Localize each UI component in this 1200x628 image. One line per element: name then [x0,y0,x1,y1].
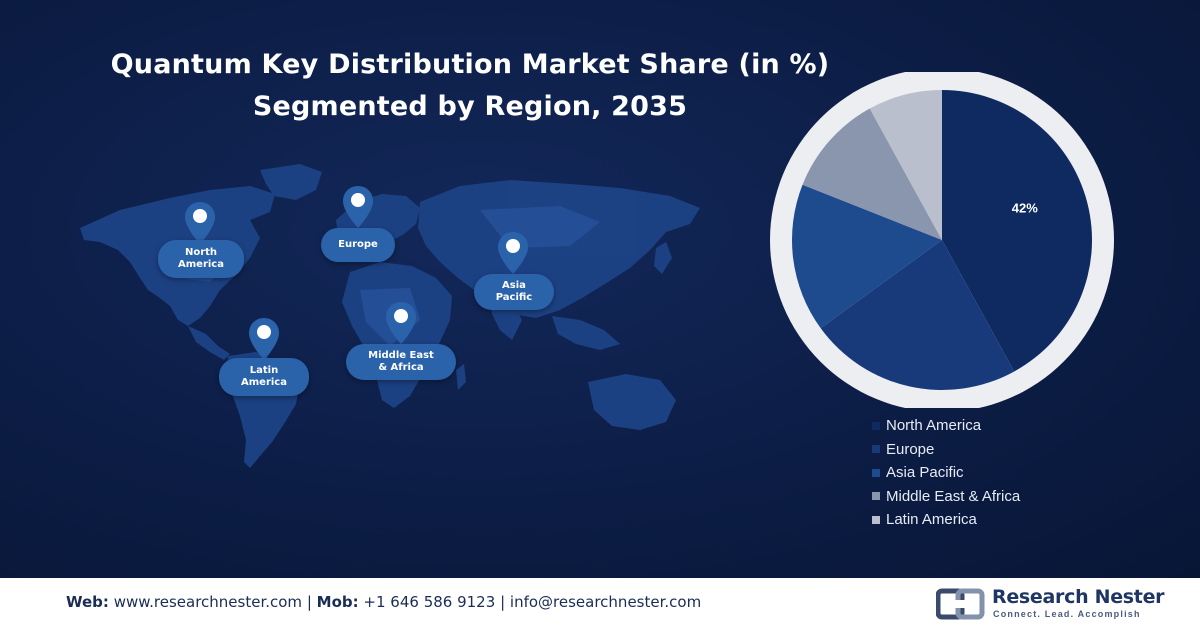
region-label-text: Europe [338,239,378,250]
location-pin-icon [386,302,416,344]
region-label-text: America [178,259,224,270]
pie-slice-middle-east-africa [802,108,942,240]
title-line-1: Quantum Key Distribution Market Share (i… [110,49,830,80]
location-pin-icon [498,232,528,274]
region-label-text: Asia [502,280,526,291]
legend-swatch [872,515,880,524]
southeast-asia-shape [552,316,620,350]
research-nester-logo-icon [936,588,985,620]
pie-slice-europe [820,240,1015,391]
legend-label: North America [886,417,982,435]
region-label-text: Latin [249,365,279,376]
separator: | [500,593,506,611]
infographic-panel: Quantum Key Distribution Market Share (i… [0,0,1200,578]
legend-item: North America [872,414,1020,438]
chart-legend: North America Europe Asia Pacific Middle Ea… [872,414,1020,532]
region-label-text: Pacific [495,292,533,303]
separator: | [306,593,312,611]
web-label: Web: [66,593,109,611]
central-america-shape [188,326,230,360]
region-label-text: America [241,377,287,388]
legend-swatch [872,492,880,501]
region-label-text: Middle East [368,350,434,361]
region-label-europe: Europe [321,228,395,262]
region-label-middle-east-africa: Middle East & Africa [346,344,456,380]
greenland-shape [260,164,322,200]
legend-item: Asia Pacific [872,461,1020,485]
region-label-text: North [184,247,218,258]
legend-label: Asia Pacific [886,464,964,482]
pie-slice-latin-america [869,90,942,240]
legend-item: Latin America [872,508,1020,532]
legend-label: Middle East & Africa [886,487,1021,505]
title-line-2: Segmented by Region, 2035 [252,91,688,122]
legend-swatch [872,468,880,477]
legend-swatch [872,421,880,430]
pie-slice-asia-pacific [792,184,942,329]
legend-label: Latin America [886,511,977,529]
pie-chart: 42% [770,72,1114,408]
region-label-text: & Africa [378,362,424,373]
chart-title: Quantum Key Distribution Market Share (i… [60,44,880,128]
region-label-asia-pacific: Asia Pacific [474,274,554,310]
location-pin-icon [185,202,215,244]
email-link[interactable]: info@researchnester.com [509,593,702,611]
logo-name: Research Nester [992,586,1165,608]
web-link[interactable]: www.researchnester.com [113,593,303,611]
location-pin-icon [249,318,279,360]
pie-slice-north-america [942,90,1092,372]
contact-info: Web: www.researchnester.com | Mob: +1 64… [66,593,701,611]
location-pin-icon [343,186,373,228]
pie-data-label: 42% [1012,201,1038,216]
phone-number: +1 646 586 9123 [363,593,496,611]
madagascar-shape [456,364,466,390]
legend-item: Middle East & Africa [872,485,1020,509]
region-label-north-america: North America [158,240,244,278]
japan-shape [654,242,672,274]
legend-label: Europe [886,440,935,458]
research-nester-logo: Research Nester Connect. Lead. Accomplis… [936,586,1165,622]
legend-item: Europe [872,438,1020,462]
region-label-latin-america: Latin America [219,358,309,396]
mob-label: Mob: [316,593,359,611]
footer-bar: Web: www.researchnester.com | Mob: +1 64… [0,578,1200,628]
logo-tagline: Connect. Lead. Accomplish [993,609,1141,619]
legend-swatch [872,445,880,454]
australia-shape [588,374,676,430]
